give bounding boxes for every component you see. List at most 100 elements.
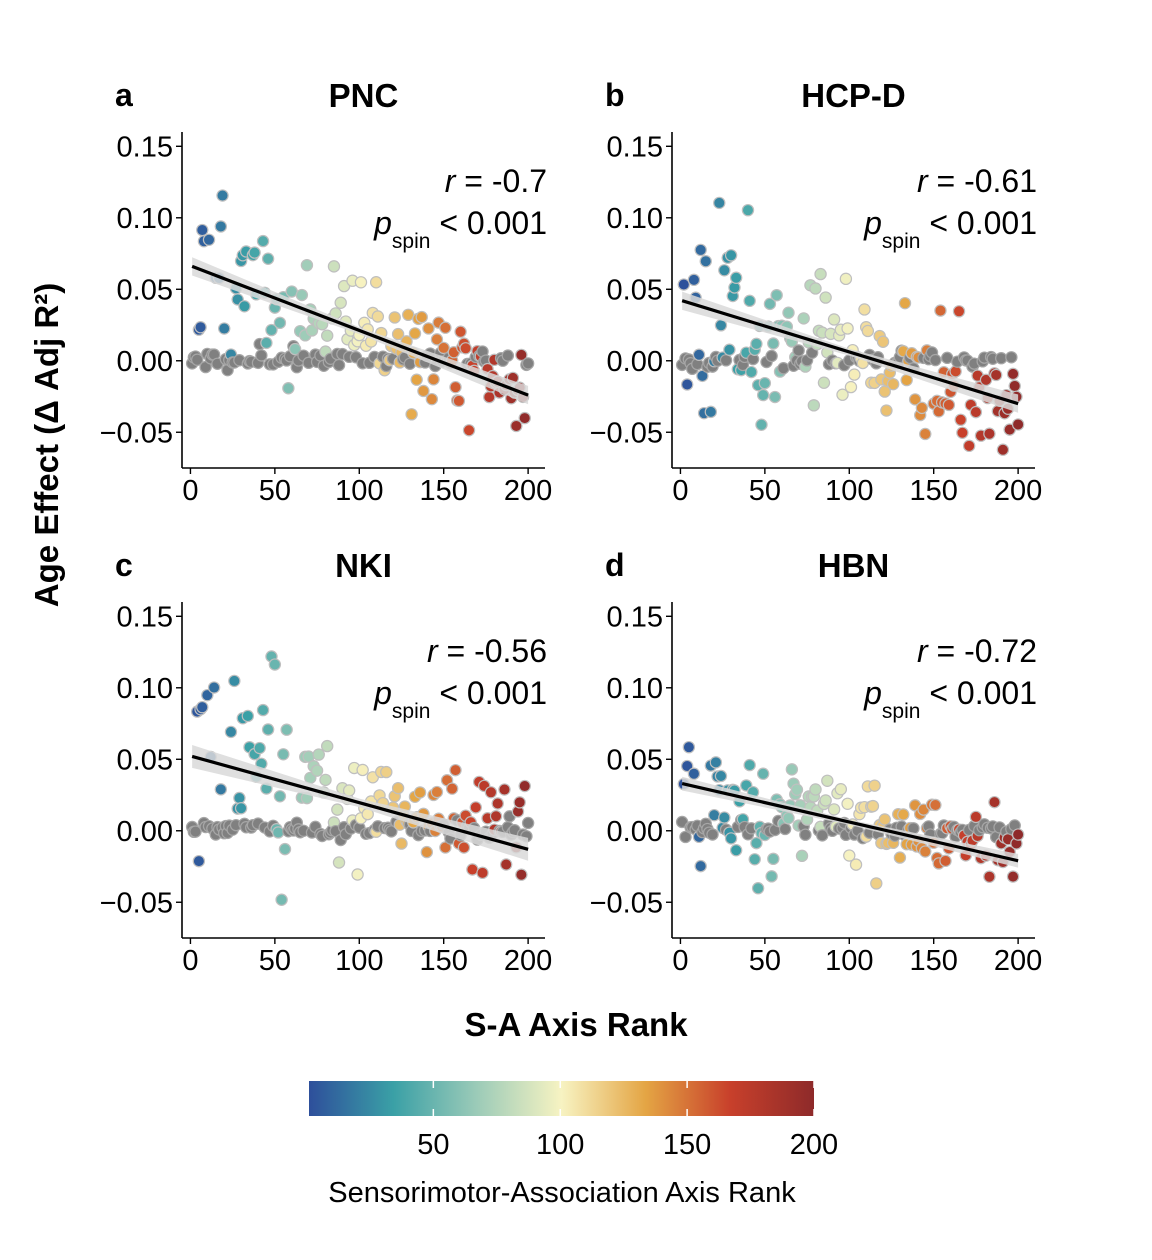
scatter-point <box>425 392 439 406</box>
scatter-point <box>189 825 202 838</box>
scatter-point <box>234 802 248 815</box>
scatter-point <box>439 321 452 334</box>
scatter-point <box>756 767 770 780</box>
scatter-point <box>280 723 293 736</box>
scatter-point <box>908 393 922 406</box>
regression-line <box>191 264 529 397</box>
panel-b: b HCP-D −0.05 0.00 0.05 0.10 0.15 0 50 100 150 200 r… <box>590 77 1043 507</box>
scatter-point <box>380 765 393 779</box>
scatter-point <box>233 791 246 805</box>
scatter-point <box>391 327 405 341</box>
scatter-point <box>919 427 932 441</box>
scatter-point <box>238 300 251 313</box>
scatter-point <box>797 312 810 325</box>
scatter-points <box>675 196 1025 456</box>
scatter-point <box>898 296 912 310</box>
scatter-point <box>422 322 435 335</box>
y-tick-label: 0.00 <box>607 346 663 378</box>
scatter-point <box>354 276 368 289</box>
scatter-point <box>224 725 238 739</box>
scatter-points <box>675 740 1025 895</box>
x-tick-label: 150 <box>420 945 468 977</box>
scatter-point <box>310 764 324 777</box>
y-tick-label: 0.05 <box>607 744 663 776</box>
scatter-point <box>321 739 334 753</box>
scatter-point <box>694 243 707 257</box>
scatter-point <box>979 373 993 387</box>
scatter-point <box>261 252 275 265</box>
scatter-point <box>201 688 214 702</box>
scatter-point <box>196 700 209 714</box>
scatter-point <box>714 769 728 783</box>
scatter-point <box>680 378 694 391</box>
scatter-point <box>741 203 755 217</box>
scatter-point <box>969 810 983 824</box>
panel-letter: b <box>605 77 625 113</box>
scatter-point <box>452 394 466 408</box>
scatter-point <box>513 796 526 809</box>
x-tick-label: 100 <box>825 945 873 977</box>
scatter-point <box>499 858 513 871</box>
scatter-point <box>723 343 736 356</box>
x-axis-title: S-A Axis Rank <box>464 1006 688 1043</box>
scatter-point <box>782 306 795 319</box>
scatter-point <box>459 342 472 355</box>
panel-c: c NKI −0.05 0.00 0.05 0.10 0.15 0 50 100 150 200 r =… <box>100 547 553 977</box>
y-tick-label: 0.15 <box>607 601 663 633</box>
scatter-point <box>445 782 459 795</box>
x-tick-label: 50 <box>259 475 291 507</box>
scatter-point <box>1006 367 1020 381</box>
scatter-point <box>518 779 531 793</box>
scatter-point <box>449 763 462 777</box>
scatter-point <box>763 297 777 311</box>
scatter-point <box>256 234 270 248</box>
scatter-point <box>719 354 733 367</box>
scatter-point <box>836 388 849 401</box>
correlation-r-label: r = -0.61 <box>917 163 1037 199</box>
scatter-point <box>988 795 1001 809</box>
scatter-point <box>277 748 290 761</box>
scatter-point <box>218 322 231 335</box>
scatter-point <box>385 825 398 838</box>
scatter-point <box>897 808 910 821</box>
scatter-point <box>272 826 285 839</box>
scatter-point <box>834 783 848 796</box>
scatter-point <box>321 329 334 342</box>
scatter-point <box>449 380 462 394</box>
scatter-point <box>491 797 504 810</box>
scatter-point <box>952 305 966 318</box>
scatter-point <box>256 703 270 717</box>
x-tick-label: 150 <box>910 945 958 977</box>
scatter-point <box>969 405 983 419</box>
x-tick-label: 0 <box>182 945 198 977</box>
scatter-point <box>768 390 782 404</box>
scatter-point <box>814 267 827 281</box>
y-tick-label: 0.15 <box>607 131 663 163</box>
scatter-point <box>420 845 434 859</box>
scatter-point <box>391 781 405 795</box>
scatter-point <box>260 336 273 350</box>
scatter-point <box>202 233 216 246</box>
scatter-point <box>680 759 694 773</box>
scatter-point <box>942 398 956 412</box>
x-tick-label: 0 <box>182 475 198 507</box>
panel-d: d HBN −0.05 0.00 0.05 0.10 0.15 0 50 100 150 200 r =… <box>590 547 1043 977</box>
scatter-point <box>713 196 726 210</box>
scatter-point <box>677 278 691 291</box>
scatter-point <box>192 854 206 868</box>
scatter-point <box>849 858 863 871</box>
p-spin-label: pspin < 0.001 <box>863 675 1037 723</box>
y-tick-label: 0.00 <box>607 816 663 848</box>
scatter-point <box>724 832 738 845</box>
scatter-point <box>356 763 369 777</box>
scatter-point <box>729 844 743 857</box>
scatter-point <box>278 842 292 856</box>
scatter-point <box>265 323 278 337</box>
scatter-point <box>437 341 450 355</box>
scatter-point <box>207 681 221 694</box>
x-tick-label: 50 <box>749 475 781 507</box>
scatter-point <box>880 404 893 417</box>
scatter-point <box>758 376 772 390</box>
scatter-point <box>858 303 871 316</box>
scatter-point <box>214 220 228 233</box>
